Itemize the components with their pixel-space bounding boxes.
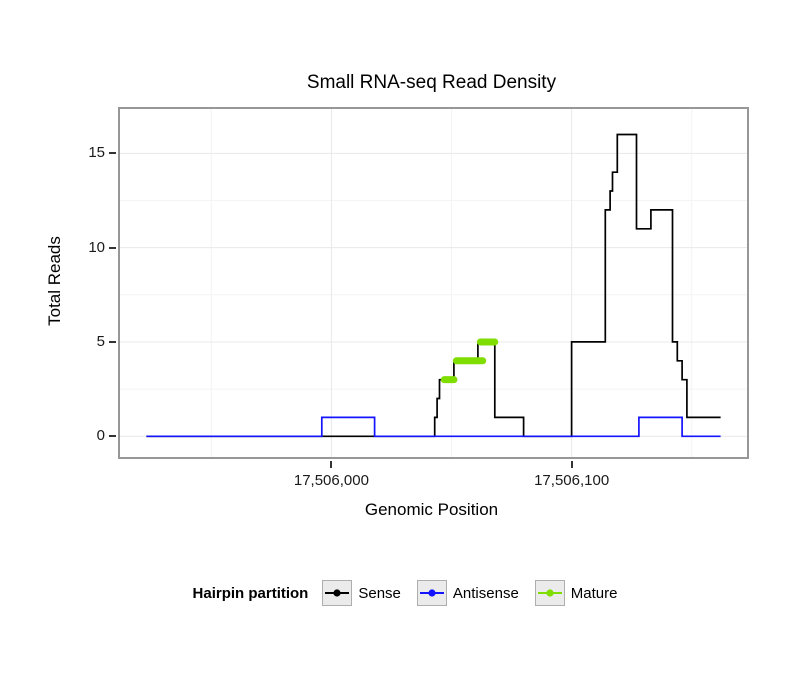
y-tick-label: 10 — [88, 238, 105, 256]
y-tick-label: 15 — [88, 144, 105, 162]
legend-glyph-antisense — [419, 589, 444, 597]
x-tick-label: 17,506,000 — [293, 472, 369, 489]
x-tick-mark — [570, 461, 573, 468]
chart-title: Small RNA-seq Read Density — [306, 72, 557, 93]
legend-glyph-sense — [325, 589, 350, 597]
legend-item-sense: Sense — [322, 580, 401, 606]
legend-key-sense-icon — [322, 580, 353, 606]
y-tick-mark — [109, 340, 116, 343]
y-tick-mark — [109, 246, 116, 249]
y-tick-label: 5 — [96, 332, 105, 350]
legend-glyph-mature — [537, 589, 562, 597]
x-tick-label: 17,506,100 — [534, 472, 610, 489]
legend-label-antisense: Antisense — [452, 584, 519, 602]
legend-title: Hairpin partition — [192, 584, 309, 602]
legend-items: Sense Antisense Mature — [322, 580, 617, 606]
y-tick-label: 0 — [96, 427, 105, 445]
plot-panel — [118, 107, 749, 459]
legend-label-sense: Sense — [358, 584, 401, 602]
y-tick-mark — [109, 152, 116, 155]
plot-canvas — [120, 109, 747, 457]
x-tick-mark — [330, 461, 333, 468]
x-axis-label: Genomic Position — [364, 500, 499, 519]
legend-item-antisense: Antisense — [416, 580, 519, 606]
series-antisense-line — [146, 416, 721, 438]
series-sense-line — [146, 133, 721, 438]
legend-key-antisense-icon — [416, 580, 447, 606]
y-tick-mark — [109, 435, 116, 438]
legend-key-mature-icon — [534, 580, 565, 606]
legend-label-mature: Mature — [570, 584, 618, 602]
legend: Hairpin partition Sense Antisense Mature — [0, 580, 810, 606]
legend-item-mature: Mature — [534, 580, 618, 606]
